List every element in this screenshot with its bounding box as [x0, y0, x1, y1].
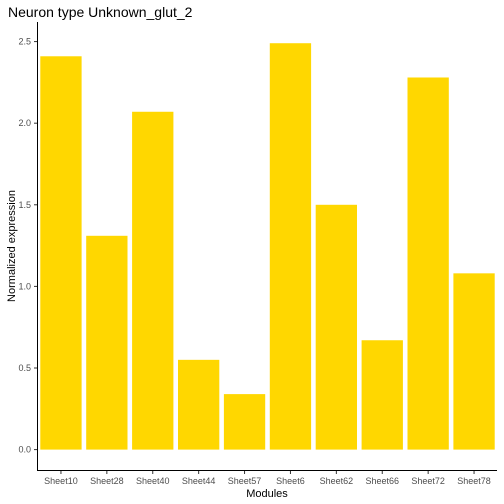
x-tick-label: Sheet40: [136, 476, 170, 486]
x-tick-label: Sheet44: [182, 476, 216, 486]
y-tick-label: 2.5: [18, 37, 31, 47]
y-tick-label: 0.0: [18, 445, 31, 455]
y-tick-label: 1.0: [18, 281, 31, 291]
x-axis-ticks: Sheet10 Sheet28 Sheet40 Sheet44 Sheet57 Sheet…: [44, 470, 491, 486]
y-axis-ticks: 0.0 0.5 1.0 1.5 2.0 2.5: [18, 37, 38, 455]
bar-sheet72: [407, 77, 449, 450]
y-tick-label: 2.0: [18, 118, 31, 128]
x-tick-label: Sheet28: [90, 476, 124, 486]
x-tick-label: Sheet72: [411, 476, 445, 486]
bar-sheet66: [361, 340, 403, 450]
bar-sheet62: [315, 204, 358, 450]
chart-title: Neuron type Unknown_glut_2: [8, 4, 193, 20]
x-tick-label: Sheet10: [44, 476, 78, 486]
bar-sheet10: [40, 56, 82, 450]
x-axis-label: Modules: [246, 488, 288, 500]
bar-sheet57: [223, 394, 266, 450]
bar-sheet40: [132, 111, 174, 450]
x-tick-label: Sheet6: [276, 476, 305, 486]
bar-sheet28: [86, 235, 128, 450]
x-tick-label: Sheet62: [320, 476, 354, 486]
bar-sheet44: [177, 359, 220, 450]
x-tick-label: Sheet78: [457, 476, 491, 486]
bar-sheet6: [269, 43, 312, 450]
y-tick-label: 1.5: [18, 200, 31, 210]
bar-sheet78: [453, 273, 495, 450]
bars-group: [40, 43, 495, 450]
y-axis-label: Normalized expression: [6, 190, 18, 302]
x-tick-label: Sheet57: [228, 476, 262, 486]
x-tick-label: Sheet66: [365, 476, 399, 486]
y-tick-label: 0.5: [18, 363, 31, 373]
